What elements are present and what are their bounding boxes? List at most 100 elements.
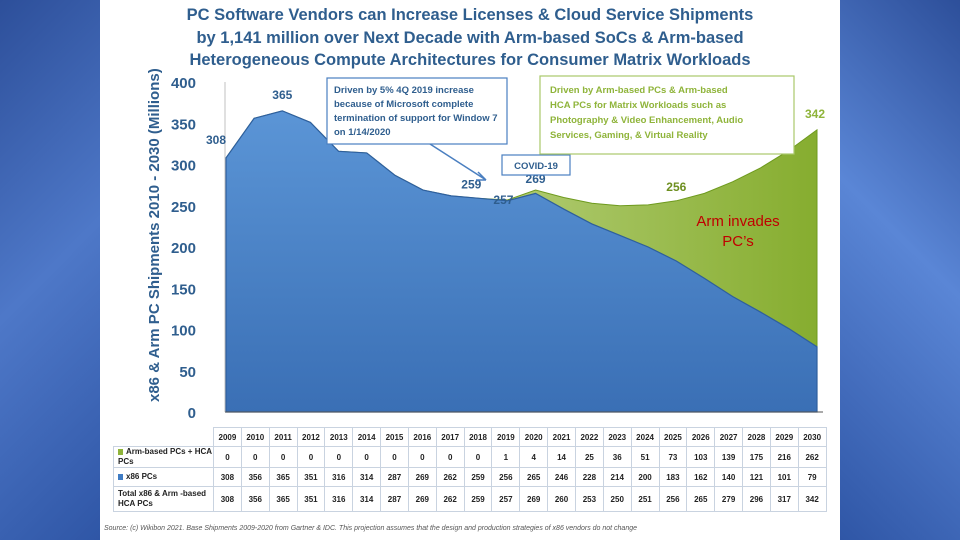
- arm-driver-text: HCA PCs for Matrix Workloads such as: [550, 100, 726, 111]
- arm-invades-label-line2: PC’s: [722, 233, 753, 250]
- table-cell: 259: [463, 467, 493, 487]
- x-tick-label: 2016: [407, 427, 437, 447]
- data-label: 259: [461, 177, 481, 191]
- y-tick-label: 0: [188, 405, 196, 422]
- table-cell: 214: [602, 467, 632, 487]
- x-tick-label: 2019: [491, 427, 521, 447]
- covid-callout-box: [501, 154, 571, 176]
- arm-driver-text: Services, Gaming, & Virtual Reality: [550, 130, 708, 141]
- table-row: Arm-based PCs + HCA PCs 0 0 0 0 0 0 0 0 0 0 1 4 14 25 3…: [113, 446, 827, 468]
- table-cell: 262: [797, 446, 827, 468]
- table-cell: 0: [324, 446, 354, 468]
- table-cell: 139: [714, 446, 744, 468]
- table-cell: 287: [380, 486, 409, 512]
- table-cell: 356: [240, 486, 270, 512]
- table-row-label-text: Total x86 & Arm -based HCA PCs: [118, 489, 207, 508]
- data-label: 256: [666, 180, 686, 194]
- table-cell: 0: [380, 446, 409, 468]
- source-note: Source: (c) Wikibon 2021. Base Shipments…: [104, 525, 638, 532]
- table-cell: 0: [240, 446, 270, 468]
- x-tick-label: 2017: [435, 427, 465, 447]
- table-row-label: Total x86 & Arm -based HCA PCs: [113, 486, 214, 512]
- table-cell: 216: [769, 446, 799, 468]
- y-tick-label: 100: [171, 323, 196, 340]
- table-cell: 317: [769, 486, 799, 512]
- x-tick-label: 2028: [742, 427, 771, 447]
- table-cell: 265: [519, 467, 549, 487]
- table-row: x86 PCs 308 356 365 351 316 314 287 269 262 259 256…: [113, 467, 827, 487]
- table-cell: 279: [714, 486, 744, 512]
- y-tick-label: 350: [171, 116, 196, 133]
- x-tick-label: 2022: [574, 427, 604, 447]
- table-cell: 0: [463, 446, 493, 468]
- win7-callout-text: because of Microsoft complete: [334, 99, 473, 110]
- table-cell: 73: [658, 446, 688, 468]
- win7-callout-text: termination of support for Window 7: [334, 113, 498, 124]
- table-cell: 365: [268, 486, 298, 512]
- x-tick-label: 2015: [380, 427, 409, 447]
- table-cell: 269: [407, 467, 437, 487]
- title-line-2: by 1,141 million over Next Decade with A…: [196, 28, 744, 47]
- table-cell: 287: [380, 467, 409, 487]
- table-cell: 0: [213, 446, 242, 468]
- table-cell: 256: [658, 486, 688, 512]
- slide-background-left: [0, 0, 100, 540]
- table-cell: 260: [547, 486, 576, 512]
- table-cell: 256: [491, 467, 521, 487]
- table-cell: 314: [352, 486, 382, 512]
- data-label: 257: [493, 193, 513, 207]
- win7-callout-text: on 1/14/2020: [334, 127, 391, 138]
- win7-callout-box: [326, 77, 508, 145]
- table-cell: 103: [686, 446, 716, 468]
- data-label: 342: [805, 107, 825, 121]
- table-cell: 269: [519, 486, 549, 512]
- table-cell: 51: [630, 446, 660, 468]
- title-line-3: Heterogeneous Compute Architectures for …: [189, 51, 751, 69]
- x-tick-label: 2013: [324, 427, 354, 447]
- covid-callout-text: COVID-19: [514, 161, 558, 172]
- table-cell: 356: [240, 467, 270, 487]
- table-cell: 253: [574, 486, 604, 512]
- table-cell: 36: [602, 446, 632, 468]
- x-tick-label: 2009: [213, 427, 242, 447]
- data-table: 2009 2010 2011 2012 2013 2014 2015 2016 2017 2018…: [113, 427, 827, 512]
- y-tick-label: 400: [171, 75, 196, 92]
- title-line-1: PC Software Vendors can Increase License…: [186, 6, 754, 24]
- table-header-row: 2009 2010 2011 2012 2013 2014 2015 2016 2017 2018…: [114, 427, 827, 447]
- win7-callout-arrow: [429, 143, 487, 181]
- table-cell: 79: [797, 467, 827, 487]
- x-tick-label: 2025: [658, 427, 688, 447]
- table-row-label-text: Arm-based PCs + HCA PCs: [118, 447, 212, 466]
- slide-background-right: [840, 0, 960, 540]
- table-cell: 251: [630, 486, 660, 512]
- table-cell: 308: [213, 486, 242, 512]
- legend-swatch: [118, 473, 123, 480]
- table-cell: 316: [324, 486, 354, 512]
- win7-callout-text: Driven by 5% 4Q 2019 increase: [334, 85, 474, 96]
- table-cell: 0: [268, 446, 298, 468]
- table-cell: 262: [435, 486, 465, 512]
- x-tick-label: 2010: [240, 427, 270, 447]
- arm-driver-box: [539, 75, 795, 155]
- table-cell: 342: [797, 486, 827, 512]
- y-tick-label: 150: [171, 281, 196, 298]
- table-cell: 228: [574, 467, 604, 487]
- x-tick-label: 2030: [797, 427, 827, 447]
- table-cell: 14: [547, 446, 576, 468]
- table-cell: 0: [407, 446, 437, 468]
- y-tick-label: 300: [171, 158, 196, 175]
- table-row: Total x86 & Arm -based HCA PCs 308 356 365 3…: [113, 486, 827, 512]
- table-cell: 183: [658, 467, 688, 487]
- table-cell: 121: [742, 467, 771, 487]
- table-cell: 175: [742, 446, 771, 468]
- y-tick-label: 50: [179, 364, 196, 381]
- table-cell: 101: [769, 467, 799, 487]
- y-tick-label: 250: [171, 199, 196, 216]
- table-cell: 0: [435, 446, 465, 468]
- table-cell: 259: [463, 486, 493, 512]
- arm-driver-text: Photography & Video Enhancement, Audio: [550, 115, 743, 126]
- x-tick-label: 2026: [686, 427, 716, 447]
- table-cell: 314: [352, 467, 382, 487]
- arm-driver-text: Driven by Arm-based PCs & Arm-based: [550, 85, 728, 96]
- x-tick-label: 2018: [463, 427, 493, 447]
